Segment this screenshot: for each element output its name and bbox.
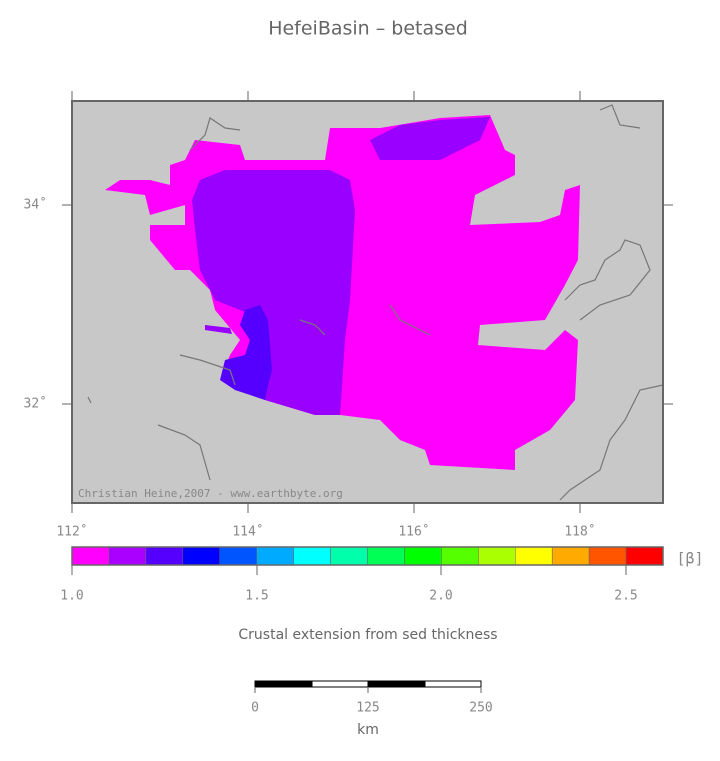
scalebar-unit: km [357,722,379,738]
colorbar-swatch [625,546,664,566]
colorbar-swatch [478,546,516,566]
colorbar: 1.0 1.5 2.0 2.5 [60,546,664,604]
colorbar-label: 1.0 [60,589,83,604]
colorbar-swatch [293,546,331,566]
region-violet [220,305,272,400]
colorbar-label: 2.0 [429,589,452,604]
colorbar-swatch [588,546,627,566]
colorbar-swatch [182,546,220,566]
region-purple [192,170,355,415]
scalebar-label: 125 [356,701,379,716]
scalebar: 0 125 250 [251,680,493,716]
colorbar-swatch [515,546,553,566]
lon-label: 116˚ [398,524,429,540]
map-frame [71,100,664,504]
region-purple-west [205,325,232,334]
lat-label: 32˚ [24,396,47,412]
axis-labels: 112˚ 114˚ 116˚ 118˚ 34˚ 32˚ [24,91,673,540]
colorbar-swatch [551,546,590,566]
colorbar-swatch [330,546,368,566]
colorbar-label: 1.5 [245,589,268,604]
scalebar-segment [424,680,482,688]
colorbar-label: 2.5 [614,589,637,604]
colorbar-swatch [404,546,442,566]
credit: Christian Heine,2007 - www.earthbyte.org [78,487,343,500]
colorbar-caption: Crustal extension from sed thickness [238,627,497,643]
colorbar-swatch [108,546,147,566]
lon-label: 114˚ [232,524,263,540]
colorbar-swatch [256,546,294,566]
colorbar-swatch [441,546,479,566]
region-purple-north [370,117,490,160]
colorbar-swatch [219,546,257,566]
map: Christian Heine,2007 - www.earthbyte.org [71,100,664,504]
scalebar-segment [254,680,313,688]
colorbar-swatch [145,546,184,566]
lon-label: 118˚ [564,524,595,540]
scalebar-segment [311,680,369,688]
title: HefeiBasin – betased [268,18,468,40]
lon-label: 112˚ [56,524,87,540]
scalebar-label: 250 [469,701,492,716]
colorbar-swatch [367,546,405,566]
rivers [87,104,664,501]
colorbar-frame [71,546,664,566]
lat-label: 34˚ [24,197,47,213]
scalebar-segment [367,680,426,688]
colorbar-swatch [71,546,110,566]
colorbar-unit: [β] [676,550,703,568]
scalebar-label: 0 [251,701,259,716]
